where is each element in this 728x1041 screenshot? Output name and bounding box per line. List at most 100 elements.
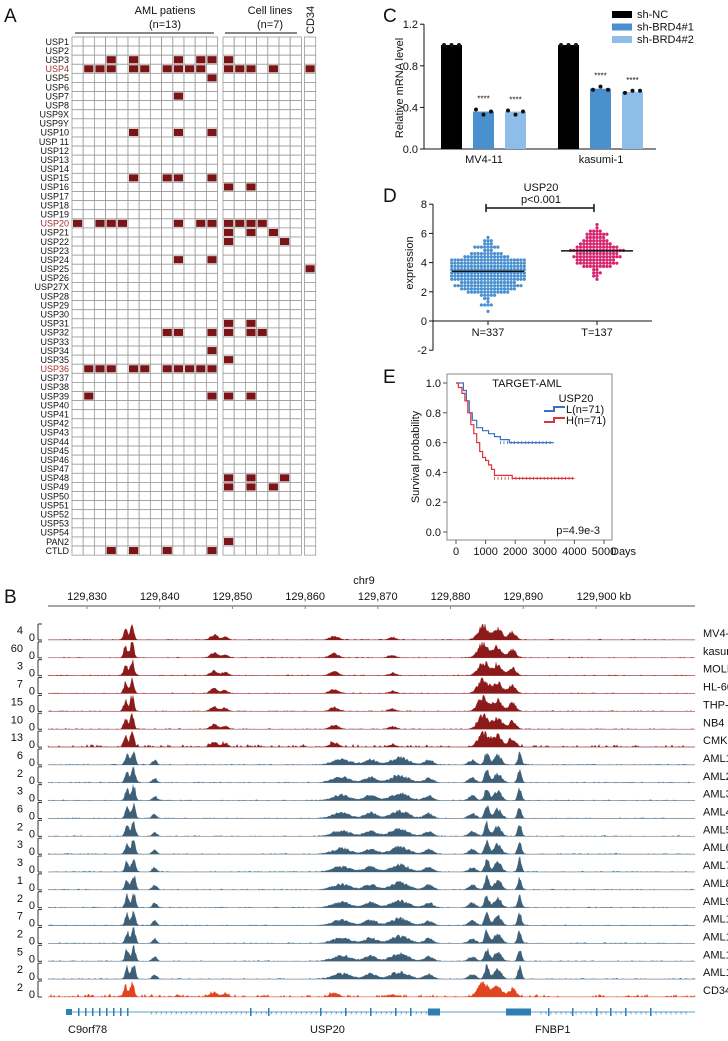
grid-cell	[233, 136, 246, 147]
grid-cell	[138, 436, 151, 447]
grid-cell	[161, 191, 174, 202]
grid-cell	[138, 409, 151, 420]
grid-cell	[149, 263, 162, 274]
grid-cell	[116, 163, 129, 174]
grid-cell	[233, 327, 246, 338]
mutation-mark	[106, 56, 116, 64]
data-point	[469, 290, 474, 294]
data-point	[483, 261, 487, 265]
grid-cell	[94, 336, 107, 347]
grid-cell	[194, 300, 207, 311]
data-point	[466, 290, 470, 294]
y-tick-label: 1.0	[426, 378, 441, 390]
grid-cell	[278, 454, 291, 465]
grid-cell	[82, 54, 95, 65]
grid-cell	[105, 536, 118, 547]
bar	[558, 45, 579, 149]
grid-cell	[244, 300, 257, 311]
grid-cell	[267, 545, 280, 556]
track-max: 4	[17, 625, 23, 637]
grid-cell	[71, 482, 84, 492]
grid-cell	[222, 172, 235, 183]
grid-cell	[205, 336, 218, 347]
row-label: USP6	[45, 82, 69, 92]
grid-cell	[71, 491, 84, 501]
track-min: 0	[29, 757, 35, 769]
grid-cell	[105, 454, 118, 465]
grid-cell	[172, 209, 185, 220]
data-point	[506, 268, 510, 272]
row-label: USP7	[45, 91, 69, 101]
row-label: USP45	[40, 446, 69, 456]
data-point	[476, 280, 480, 285]
data-point	[582, 255, 586, 259]
grid-cell	[127, 345, 140, 356]
grid-cell	[304, 36, 317, 47]
grid-cell	[172, 318, 185, 329]
grid-cell	[127, 500, 140, 511]
grid-cell	[138, 36, 151, 47]
grid-cell	[172, 400, 185, 411]
grid-cell	[194, 436, 207, 447]
grid-cell	[183, 545, 196, 556]
grid-cell	[256, 409, 269, 420]
grid-cell	[244, 400, 257, 411]
data-point	[575, 245, 579, 249]
data-point	[608, 245, 612, 249]
grid-cell	[149, 282, 162, 292]
strand-arrow: ›	[165, 1010, 168, 1017]
row-label: USP30	[40, 310, 69, 320]
grid-cell	[194, 336, 207, 347]
grid-cell	[116, 82, 129, 92]
grid-cell	[267, 191, 280, 202]
grid-cell	[233, 545, 246, 556]
grid-cell	[149, 427, 162, 438]
category-label: kasumi-1	[579, 154, 624, 166]
grid-cell	[304, 327, 317, 338]
data-point	[489, 242, 493, 246]
grid-cell	[105, 318, 118, 329]
row-label: USP31	[40, 319, 69, 329]
mutation-mark	[106, 547, 116, 555]
grid-cell	[138, 109, 151, 120]
grid-cell	[194, 182, 207, 192]
data-point	[486, 309, 490, 313]
grid-cell	[267, 472, 280, 483]
grid-cell	[233, 518, 246, 529]
grid-cell	[172, 463, 185, 474]
grid-cell	[161, 209, 174, 220]
strand-arrow: ›	[275, 1010, 278, 1017]
data-point	[463, 261, 467, 265]
data-point	[453, 261, 457, 265]
grid-cell	[304, 91, 317, 102]
grid-cell	[149, 245, 162, 256]
strand-arrow: ›	[295, 1010, 298, 1017]
grid-cell	[256, 545, 269, 556]
data-point	[469, 261, 474, 265]
data-point	[486, 274, 490, 278]
grid-cell	[194, 291, 207, 302]
grid-cell	[222, 163, 235, 174]
strand-arrow: ›	[335, 1010, 338, 1017]
data-point	[506, 280, 510, 285]
grid-cell	[233, 382, 246, 392]
grid-cell	[222, 518, 235, 529]
grid-cell	[278, 100, 291, 111]
strand-arrow: ›	[330, 1010, 333, 1017]
grid-cell	[256, 500, 269, 511]
data-point	[598, 255, 602, 259]
grid-cell	[149, 409, 162, 420]
grid-cell	[205, 536, 218, 547]
grid-cell	[161, 282, 174, 292]
data-point	[578, 255, 583, 259]
grid-cell	[127, 391, 140, 402]
row-label: USP18	[40, 200, 69, 210]
data-point	[592, 229, 596, 233]
grid-cell	[267, 427, 280, 438]
data-point	[602, 258, 606, 262]
data-point	[506, 108, 510, 113]
grid-cell	[183, 427, 196, 438]
grid-cell	[183, 109, 196, 120]
data-point	[598, 229, 602, 233]
